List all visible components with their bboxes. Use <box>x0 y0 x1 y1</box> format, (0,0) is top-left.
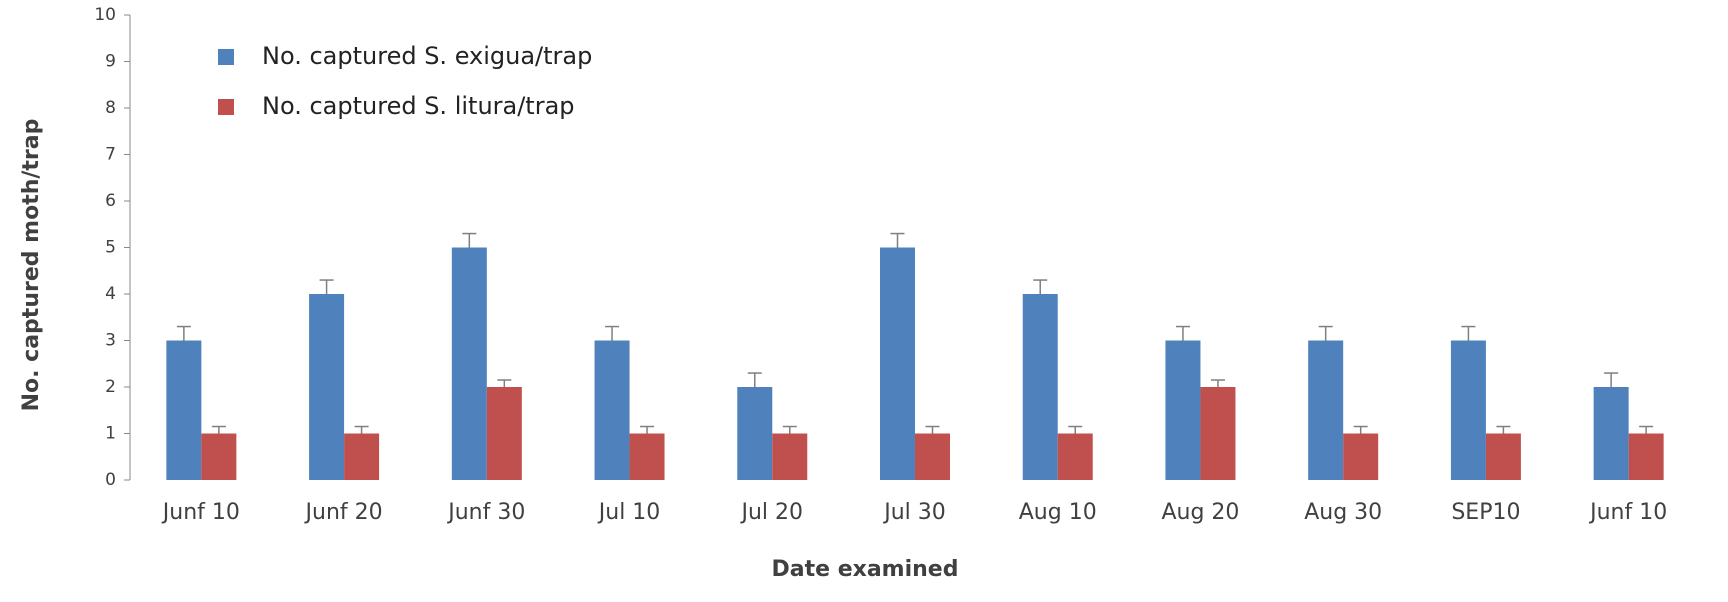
bar <box>1022 294 1058 480</box>
legend-label: No. captured S. litura/trap <box>262 92 575 120</box>
y-tick-label: 3 <box>105 331 116 351</box>
x-tick-label: Junf 10 <box>161 500 240 525</box>
y-tick-label: 1 <box>105 424 116 444</box>
bar <box>1485 433 1521 480</box>
bar <box>309 294 345 480</box>
x-tick-label: Aug 10 <box>1019 500 1097 525</box>
bar <box>629 433 665 480</box>
x-tick-label: Jul 30 <box>882 500 946 525</box>
bar <box>1593 387 1629 480</box>
y-tick-label: 0 <box>105 470 116 490</box>
bar <box>1308 340 1344 480</box>
x-tick-label: Aug 30 <box>1304 500 1382 525</box>
bar <box>737 387 773 480</box>
bar <box>915 433 950 480</box>
legend-label: No. captured S. exigua/trap <box>262 42 592 70</box>
x-tick-label: Jul 20 <box>740 500 804 525</box>
bar <box>772 433 808 480</box>
y-tick-label: 8 <box>105 98 116 118</box>
y-tick-label: 10 <box>94 5 116 25</box>
legend-swatch <box>218 49 234 65</box>
bar <box>1165 340 1201 480</box>
bar <box>201 433 237 480</box>
x-tick-label: Junf 10 <box>1588 500 1667 525</box>
bar <box>1200 387 1236 480</box>
x-axis-title: Date examined <box>772 557 959 582</box>
bar <box>594 340 630 480</box>
bar <box>1343 433 1379 480</box>
bar <box>1450 340 1486 480</box>
bar <box>880 247 915 480</box>
bar <box>166 340 202 480</box>
x-tick-label: Jul 10 <box>597 500 661 525</box>
bar <box>344 433 380 480</box>
y-tick-label: 6 <box>105 191 116 211</box>
bar <box>1057 433 1093 480</box>
y-tick-label: 5 <box>105 238 116 258</box>
y-tick-label: 9 <box>105 52 116 72</box>
x-tick-label: Aug 20 <box>1161 500 1239 525</box>
x-tick-label: SEP10 <box>1451 500 1520 525</box>
y-tick-label: 7 <box>105 145 116 165</box>
x-tick-label: Junf 30 <box>446 500 525 525</box>
bar <box>1628 433 1664 480</box>
x-tick-label: Junf 20 <box>304 500 383 525</box>
y-axis-title: No. captured moth/trap <box>19 119 44 412</box>
bar <box>486 387 522 480</box>
bar <box>451 247 487 480</box>
y-tick-label: 4 <box>105 284 116 304</box>
y-tick-label: 2 <box>105 377 116 397</box>
legend-swatch <box>218 99 234 115</box>
